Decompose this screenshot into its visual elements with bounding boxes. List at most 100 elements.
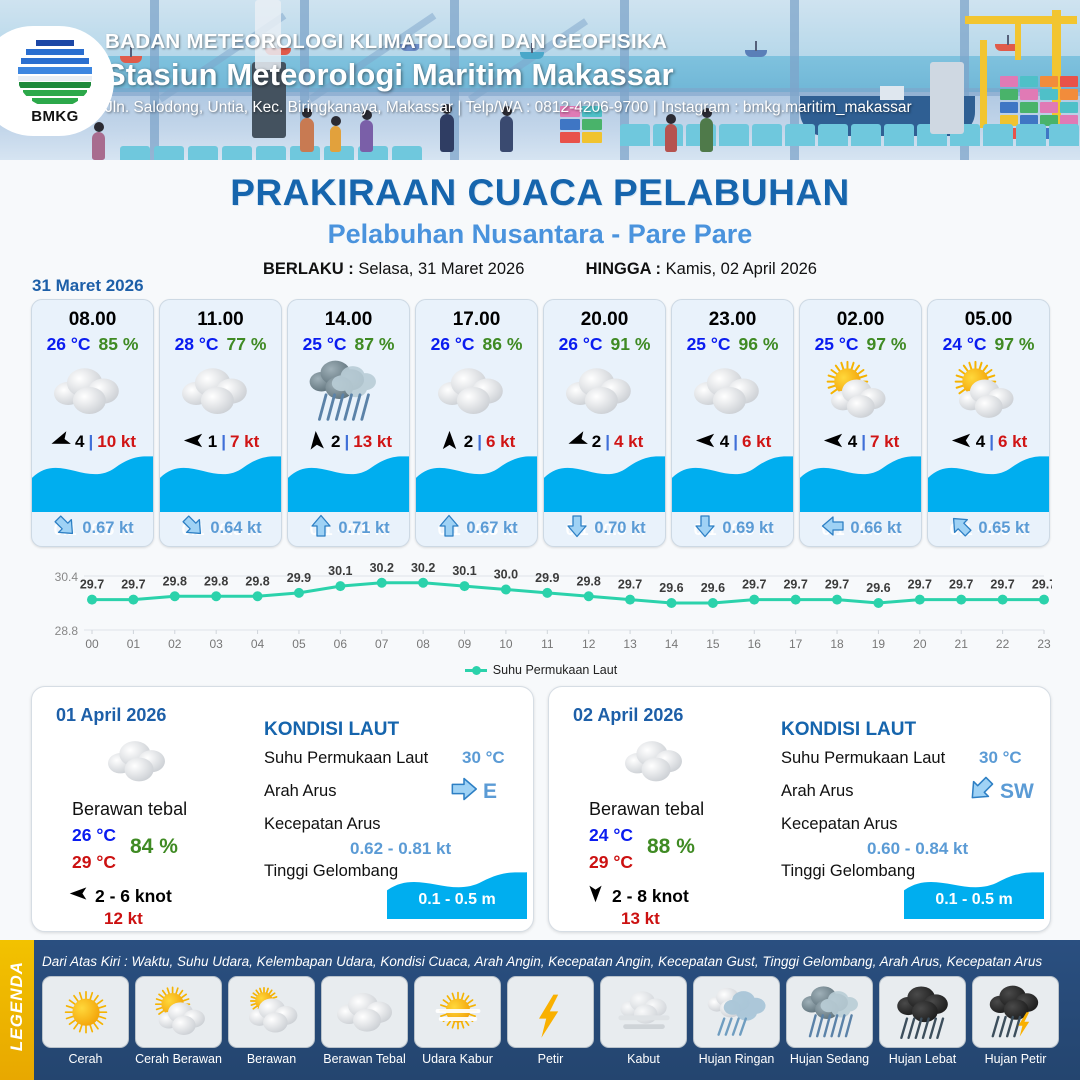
- header-seat: [256, 146, 286, 160]
- header-window-mullion: [300, 0, 309, 160]
- valid-until-label: HINGGA :: [585, 260, 662, 278]
- legend-item: Hujan Ringan: [693, 976, 780, 1066]
- svg-text:29.6: 29.6: [659, 581, 683, 595]
- header-seat: [620, 124, 650, 146]
- card-current-speed: 0.66 kt: [850, 518, 902, 537]
- card-wave-band: [288, 450, 409, 512]
- daily-gust: 12 kt: [104, 909, 143, 928]
- svg-text:02: 02: [168, 637, 182, 651]
- legend-icon-box: [693, 976, 780, 1048]
- sst-label: Suhu Permukaan Laut: [264, 749, 429, 767]
- current-direction-row: SW: [967, 775, 1034, 808]
- legend-item: Hujan Petir: [972, 976, 1059, 1066]
- forecast-card[interactable]: 17.00 26 °C 86 % 2 | 6 kt 0.1 - 0.5 m 0.67 kt: [415, 299, 538, 547]
- card-wind-number: 4: [75, 432, 85, 451]
- svg-text:01: 01: [127, 637, 141, 651]
- card-temperature: 25 °C: [814, 334, 859, 354]
- card-wave-height: 0.1 - 0.5 m: [181, 521, 262, 539]
- daily-forecast-panel[interactable]: 01 April 2026 Berawan tebal 26 °C 29 °C 84 %…: [31, 686, 534, 932]
- daily-wave-graphic: [387, 867, 527, 919]
- card-temperature: 25 °C: [302, 334, 347, 354]
- legend-item-label: Berawan: [246, 1052, 297, 1066]
- svg-text:16: 16: [748, 637, 762, 651]
- card-wind-row: 2 | 13 kt: [288, 429, 409, 455]
- card-wind-row: 4 | 7 kt: [800, 429, 921, 455]
- header-organization: BADAN METEOROLOGI KLIMATOLOGI DAN GEOFIS…: [105, 30, 668, 53]
- legend-icon-box: [879, 976, 966, 1048]
- svg-text:23: 23: [1037, 637, 1051, 651]
- forecast-card[interactable]: 20.00 26 °C 91 % 2 | 4 kt 0.1 - 0.5 m 0.70 kt: [543, 299, 666, 547]
- svg-text:30.1: 30.1: [452, 564, 476, 578]
- svg-text:30.0: 30.0: [494, 568, 518, 582]
- card-current-speed: 0.65 kt: [978, 518, 1030, 537]
- legend-item-label: Hujan Petir: [984, 1052, 1047, 1066]
- legend-icon-box: [414, 976, 501, 1048]
- wind-direction-arrow-icon: [438, 429, 461, 456]
- header-display-panel: [930, 62, 964, 134]
- card-current-row: 0.64 kt: [160, 512, 281, 544]
- forecast-card[interactable]: 08.00 26 °C 85 % 4 | 10 kt 0.1 - 0.5 m 0.67 kt: [31, 299, 154, 547]
- forecast-card[interactable]: 14.00 25 °C 87 % 2 | 13 kt 0.1 - 0.5 m 0.71 kt: [287, 299, 410, 547]
- header-seat: [884, 124, 914, 146]
- daily-wave-value: 0.1 - 0.5 m: [418, 891, 496, 908]
- legend-icon-box: [972, 976, 1059, 1048]
- legend-icon-box: [507, 976, 594, 1048]
- svg-text:29.7: 29.7: [949, 578, 973, 592]
- daily-wind-row: 2 - 6 knot: [68, 883, 172, 909]
- card-temperature: 26 °C: [46, 334, 91, 354]
- page-header: BMKG BADAN METEOROLOGI KLIMATOLOGI DAN G…: [0, 0, 1080, 160]
- header-container: [1040, 102, 1058, 113]
- card-wind-number: 1: [207, 432, 218, 451]
- forecast-card[interactable]: 05.00 24 °C 97 % 4 | 6 kt 0.1 - 0.5 m 0.65 kt: [927, 299, 1050, 547]
- header-crane-hoist: [1015, 20, 1021, 60]
- current-direction-arrow-icon: [565, 514, 589, 543]
- current-speed-value: 0.62 - 0.81 kt: [350, 839, 452, 858]
- wave-height-label: Tinggi Gelombang: [781, 862, 916, 880]
- daily-current-arrow-icon: [450, 775, 478, 808]
- sst-value: 30 °C: [979, 748, 1022, 767]
- valid-from-label: BERLAKU :: [263, 260, 354, 278]
- current-direction-value: E: [483, 779, 498, 803]
- legend-item-label: Kabut: [627, 1052, 660, 1066]
- daily-temp-max: 29 °C: [589, 852, 633, 872]
- header-crane-mast: [1052, 10, 1061, 128]
- header-container: [1000, 102, 1018, 113]
- forecast-card[interactable]: 23.00 25 °C 96 % 4 | 6 kt 0.1 - 0.5 m 0.69 kt: [671, 299, 794, 547]
- card-weather-icon: [160, 359, 281, 425]
- legend-item: Kabut: [600, 976, 687, 1066]
- card-wind-speed: 7 kt: [229, 432, 260, 451]
- daily-weather-desc: Berawan tebal: [72, 799, 188, 819]
- card-temperature: 24 °C: [942, 334, 987, 354]
- header-display-kiosk: [252, 62, 286, 138]
- current-direction-arrow-icon: [693, 514, 717, 543]
- svg-text:30.2: 30.2: [411, 561, 435, 575]
- svg-text:29.7: 29.7: [990, 578, 1014, 592]
- card-wave-band: [800, 450, 921, 512]
- sea-condition-title: KONDISI LAUT: [264, 719, 400, 740]
- svg-text:29.7: 29.7: [742, 578, 766, 592]
- header-ship: [120, 56, 142, 63]
- card-current-row: 0.65 kt: [928, 512, 1049, 544]
- header-person-head: [442, 104, 452, 114]
- legend-icon-box: [600, 976, 687, 1048]
- card-weather-icon: [32, 359, 153, 425]
- header-ship-mast: [1007, 35, 1009, 45]
- header-seat: [851, 124, 881, 146]
- current-direction-arrow-icon: [949, 514, 973, 543]
- daily-forecast-panel[interactable]: 02 April 2026 Berawan tebal 24 °C 29 °C 88 %…: [548, 686, 1051, 932]
- forecast-card[interactable]: 11.00 28 °C 77 % 1 | 7 kt 0.1 - 0.5 m 0.64 kt: [159, 299, 282, 547]
- card-current-row: 0.69 kt: [672, 512, 793, 544]
- header-ship: [400, 44, 420, 51]
- forecast-card[interactable]: 02.00 25 °C 97 % 4 | 7 kt 0.1 - 0.5 m 0.66 kt: [799, 299, 922, 547]
- card-time: 02.00: [836, 309, 885, 330]
- svg-text:15: 15: [706, 637, 720, 651]
- header-container: [1000, 89, 1018, 100]
- header-crane-boom: [965, 16, 1077, 24]
- svg-text:29.7: 29.7: [1032, 578, 1052, 592]
- card-wave-band: [416, 450, 537, 512]
- svg-text:07: 07: [375, 637, 389, 651]
- legend-item: Hujan Sedang: [786, 976, 873, 1066]
- header-container: [560, 106, 580, 117]
- card-humidity: 86 %: [482, 334, 523, 354]
- legend-item-label: Hujan Sedang: [789, 1052, 870, 1066]
